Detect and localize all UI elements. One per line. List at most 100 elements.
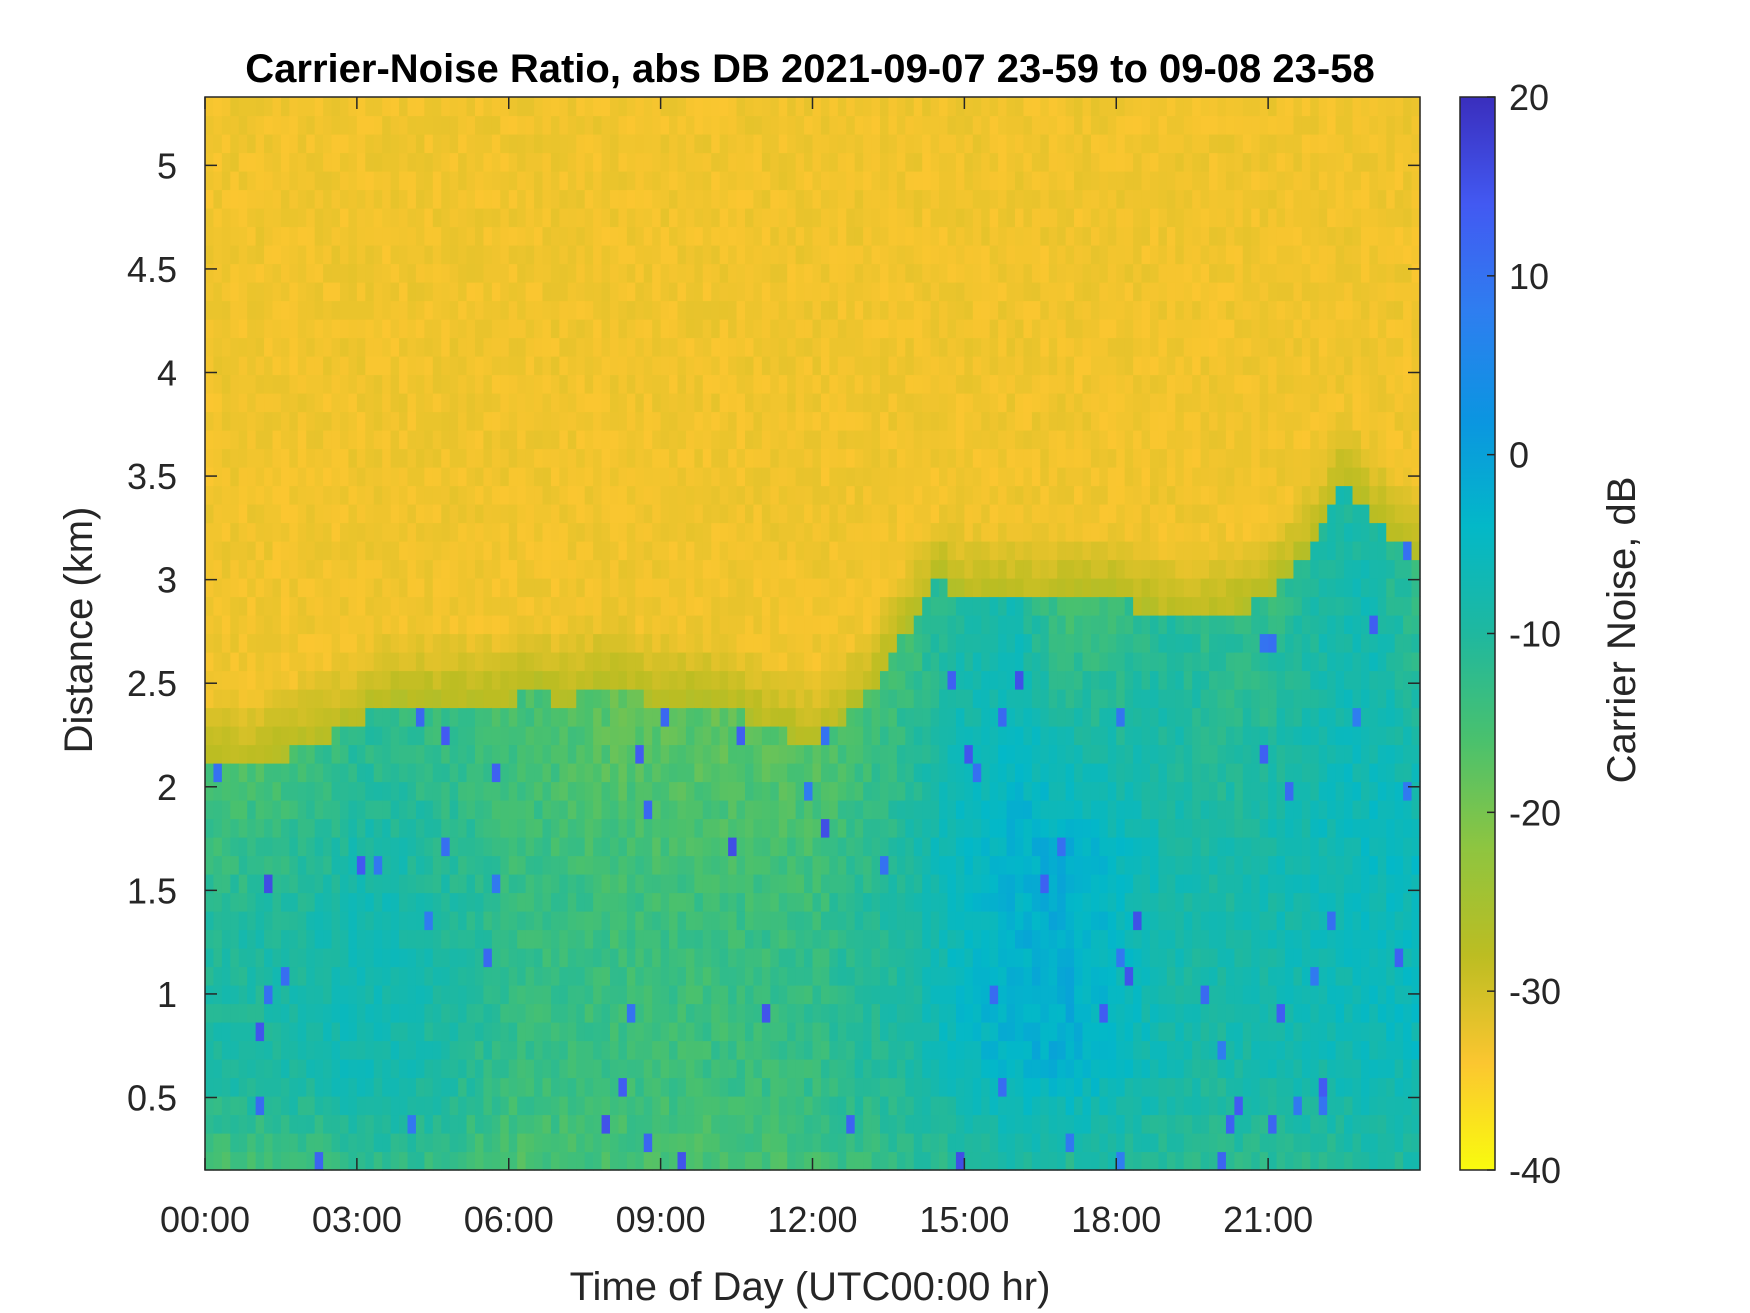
heatmap-cell: [348, 467, 358, 487]
heatmap-cell: [314, 226, 324, 246]
heatmap-cell: [517, 744, 527, 764]
heatmap-cell: [795, 393, 805, 413]
heatmap-cell: [213, 1003, 223, 1023]
heatmap-cell: [415, 171, 425, 191]
heatmap-cell: [356, 541, 366, 561]
heatmap-cell: [500, 97, 510, 117]
heatmap-cell: [761, 818, 771, 838]
heatmap-cell: [365, 430, 375, 450]
heatmap-cell: [500, 744, 510, 764]
heatmap-cell: [534, 874, 544, 894]
heatmap-cell: [812, 393, 822, 413]
heatmap-cell: [576, 948, 586, 968]
heatmap-cell: [213, 300, 223, 320]
heatmap-cell: [728, 855, 738, 875]
heatmap-cell: [736, 837, 746, 857]
heatmap-cell: [846, 1151, 856, 1171]
heatmap-cell: [643, 1022, 653, 1042]
heatmap-cell: [331, 504, 341, 524]
heatmap-cell: [550, 800, 560, 820]
heatmap-cell: [669, 337, 679, 357]
heatmap-cell: [230, 226, 240, 246]
heatmap-cell: [356, 115, 366, 135]
heatmap-cell: [491, 1003, 501, 1023]
heatmap-cell: [238, 726, 248, 746]
heatmap-cell: [390, 892, 400, 912]
heatmap-cell: [601, 800, 611, 820]
heatmap-cell: [491, 374, 501, 394]
heatmap-cell: [500, 226, 510, 246]
heatmap-cell: [593, 374, 603, 394]
heatmap-cell: [441, 319, 451, 339]
heatmap-cell: [770, 356, 780, 376]
heatmap-cell: [280, 1059, 290, 1079]
heatmap-cell: [550, 1003, 560, 1023]
heatmap-cell: [652, 282, 662, 302]
heatmap-cell: [365, 1077, 375, 1097]
heatmap-cell: [820, 670, 830, 690]
heatmap-cell: [846, 911, 856, 931]
heatmap-cell: [728, 522, 738, 542]
heatmap-cell: [905, 541, 915, 561]
heatmap-cell: [584, 134, 594, 154]
heatmap-cell: [652, 948, 662, 968]
heatmap-cell: [795, 337, 805, 357]
heatmap-cell: [761, 1003, 771, 1023]
heatmap-cell: [297, 1077, 307, 1097]
heatmap-cell: [863, 115, 873, 135]
heatmap-cell: [390, 504, 400, 524]
heatmap-cell: [466, 485, 476, 505]
heatmap-cell: [601, 652, 611, 672]
heatmap-cell: [280, 374, 290, 394]
heatmap-cell: [289, 485, 299, 505]
heatmap-cell: [399, 707, 409, 727]
heatmap-cell: [424, 911, 434, 931]
heatmap-cell: [854, 97, 864, 117]
heatmap-cell: [702, 670, 712, 690]
heatmap-cell: [500, 670, 510, 690]
heatmap-cell: [289, 1040, 299, 1060]
heatmap-cell: [795, 948, 805, 968]
heatmap-cell: [221, 263, 231, 283]
heatmap-cell: [213, 855, 223, 875]
heatmap-cell: [804, 448, 814, 468]
heatmap-cell: [880, 430, 890, 450]
heatmap-cell: [550, 818, 560, 838]
heatmap-cell: [559, 763, 569, 783]
heatmap-cell: [685, 615, 695, 635]
heatmap-cell: [820, 985, 830, 1005]
heatmap-cell: [365, 855, 375, 875]
heatmap-cell: [289, 522, 299, 542]
heatmap-cell: [323, 726, 333, 746]
heatmap-cell: [550, 707, 560, 727]
heatmap-cell: [365, 97, 375, 117]
heatmap-cell: [297, 911, 307, 931]
heatmap-cell: [778, 1022, 788, 1042]
heatmap-cell: [820, 430, 830, 450]
heatmap-cell: [753, 855, 763, 875]
heatmap-cell: [770, 467, 780, 487]
heatmap-cell: [584, 670, 594, 690]
heatmap-cell: [238, 1133, 248, 1153]
heatmap-cell: [525, 855, 535, 875]
heatmap-cell: [407, 171, 417, 191]
heatmap-cell: [787, 707, 797, 727]
heatmap-cell: [913, 541, 923, 561]
heatmap-cell: [340, 578, 350, 598]
heatmap-cell: [491, 855, 501, 875]
heatmap-cell: [652, 208, 662, 228]
heatmap-cell: [205, 448, 215, 468]
heatmap-cell: [930, 1133, 940, 1153]
heatmap-cell: [508, 689, 518, 709]
heatmap-cell: [356, 707, 366, 727]
heatmap-cell: [804, 337, 814, 357]
heatmap-cell: [221, 596, 231, 616]
heatmap-cell: [323, 97, 333, 117]
heatmap-cell: [863, 1022, 873, 1042]
heatmap-cell: [567, 1059, 577, 1079]
heatmap-cell: [205, 522, 215, 542]
heatmap-cell: [719, 300, 729, 320]
heatmap-cell: [584, 374, 594, 394]
heatmap-cell: [567, 837, 577, 857]
heatmap-cell: [483, 1133, 493, 1153]
